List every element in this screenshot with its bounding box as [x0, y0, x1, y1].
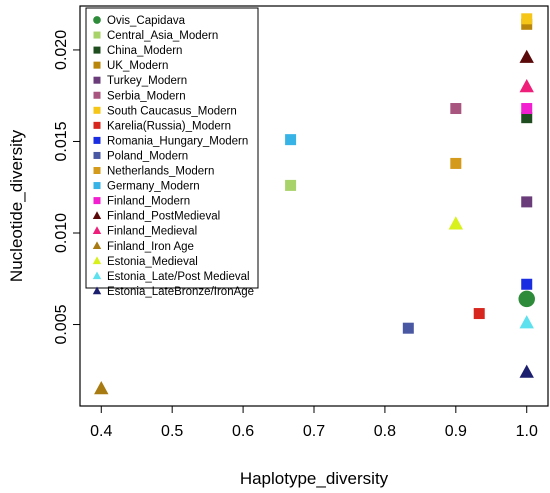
legend-label: Serbia_Modern: [107, 90, 186, 102]
legend-marker: [92, 241, 102, 250]
legend-label: Finland_Medieval: [107, 226, 197, 238]
legend-label: Netherlands_Modern: [107, 166, 214, 178]
legend-label: Ovis_Capidava: [107, 15, 186, 27]
x-tick-label: 0.8: [374, 423, 396, 440]
data-point: [448, 216, 464, 230]
legend-marker: [92, 286, 102, 295]
legend-items: Ovis_Capidava Central_Asia_Modern China_Mo…: [92, 15, 254, 298]
legend: Ovis_Capidava Central_Asia_Modern China_Mo…: [85, 7, 259, 298]
legend-marker: [92, 211, 102, 219]
data-point: [450, 157, 462, 169]
legend-label: Germany_Modern: [107, 181, 200, 193]
legend-marker: [93, 46, 101, 54]
legend-label: Estonia_Late/Post Medieval: [107, 271, 250, 283]
x-tick-label: 1.0: [516, 423, 538, 440]
legend-marker: [93, 76, 101, 84]
x-axis-ticks: 0.4 0.5 0.6 0.7 0.8 0.9 1.0: [90, 406, 538, 440]
data-point: [521, 13, 533, 25]
x-tick-label: 0.4: [90, 423, 112, 440]
data-point: [519, 78, 534, 93]
y-tick-label: 0.010: [53, 213, 70, 253]
legend-label: China_Modern: [107, 45, 182, 57]
legend-label: Finland_Iron Age: [107, 241, 194, 253]
legend-marker: [93, 91, 101, 99]
x-tick-label: 0.6: [232, 423, 254, 440]
data-point: [519, 364, 534, 378]
legend-marker: [93, 182, 101, 190]
legend-marker: [93, 61, 101, 69]
x-tick-label: 0.5: [161, 423, 183, 440]
data-point: [285, 179, 297, 191]
legend-marker: [93, 167, 101, 174]
legend-marker: [93, 31, 101, 39]
legend-label: Finland_Modern: [107, 196, 190, 208]
legend-label: Romania_Hungary_Modern: [107, 135, 248, 147]
data-point: [518, 290, 535, 308]
data-points: [94, 13, 535, 395]
legend-marker: [92, 226, 102, 235]
x-tick-label: 0.9: [445, 423, 467, 440]
data-point: [473, 308, 485, 320]
y-axis-title: Nucleotide_diversity: [7, 129, 26, 282]
y-tick-label: 0.015: [53, 121, 70, 161]
legend-label: Estonia_LateBronze/IronAge: [107, 286, 254, 298]
legend-marker: [93, 197, 101, 205]
legend-marker: [93, 106, 101, 114]
legend-marker: [92, 271, 102, 280]
legend-label: UK_Modern: [107, 60, 168, 72]
legend-label: Turkey_Modern: [107, 75, 187, 87]
y-tick-label: 0.005: [53, 304, 70, 344]
legend-label: Karelia(Russia)_Modern: [107, 120, 231, 132]
legend-label: South Caucasus_Modern: [107, 105, 237, 117]
data-point: [521, 103, 533, 115]
data-point: [450, 103, 462, 115]
legend-box: [85, 7, 259, 289]
legend-label: Central_Asia_Modern: [107, 30, 218, 42]
x-tick-label: 0.7: [303, 423, 325, 440]
data-point: [402, 322, 414, 334]
legend-label: Finland_PostMedieval: [107, 211, 220, 223]
legend-marker: [92, 256, 102, 265]
legend-marker: [93, 151, 101, 159]
data-point: [94, 381, 109, 395]
data-point: [519, 315, 534, 329]
legend-marker: [93, 136, 101, 144]
data-point: [521, 278, 533, 290]
data-point: [521, 112, 533, 124]
legend-marker: [93, 16, 101, 24]
data-point: [285, 134, 297, 146]
legend-marker: [93, 121, 101, 129]
data-point: [519, 49, 534, 63]
y-tick-label: 0.020: [53, 30, 70, 70]
legend-label: Poland_Modern: [107, 150, 188, 162]
y-axis-ticks: 0.005 0.010 0.015 0.020: [53, 30, 80, 345]
legend-label: Estonia_Medieval: [107, 256, 198, 268]
x-axis-title: Haplotype_diversity: [240, 469, 389, 488]
data-point: [521, 196, 533, 208]
